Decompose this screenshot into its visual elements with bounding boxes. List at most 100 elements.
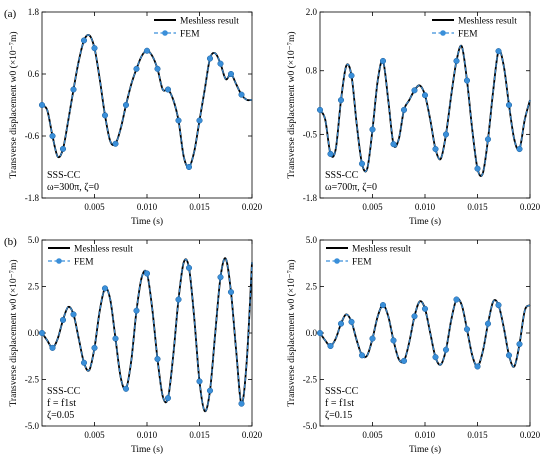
fem-marker [227, 289, 235, 296]
fem-marker [358, 160, 366, 167]
legend-label: Meshless result [352, 245, 411, 255]
x-tick-label: 0.005 [362, 430, 383, 440]
annotation-text: SSS-CC [325, 386, 359, 397]
fem-marker [133, 65, 140, 72]
fem-marker [164, 395, 172, 402]
fem-marker [474, 165, 481, 172]
y-tick-label: 2.5 [28, 282, 40, 292]
x-axis-title: Time (s) [409, 216, 441, 227]
legend-label: FEM [458, 30, 478, 40]
y-tick-label: -2.5 [303, 375, 318, 385]
fem-marker [217, 274, 224, 281]
fem-marker [70, 86, 77, 93]
y-tick-label: 0.8 [306, 66, 318, 76]
fem-marker [112, 335, 119, 342]
y-axis-title: Transverse displacement w0 (×10⁻⁷m) [286, 31, 297, 178]
legend-marker-fem [440, 30, 446, 36]
annotation-text: ω=300π, ζ=0 [47, 182, 99, 193]
fem-marker [38, 329, 46, 337]
fem-marker [495, 48, 502, 55]
fem-marker [432, 146, 439, 153]
fem-marker [432, 354, 439, 361]
annotation-text: SSS-CC [47, 386, 81, 397]
fem-marker [463, 77, 471, 84]
series-line-fem [319, 45, 531, 177]
fem-marker [91, 344, 98, 351]
fem-marker [164, 86, 172, 93]
annotation-text: SSS-CC [47, 170, 81, 181]
fem-marker [348, 318, 355, 325]
panel-tag: (a) [4, 8, 17, 20]
x-tick-label: 0.015 [467, 430, 488, 440]
y-axis-title: Transverse displacement w0 (×10⁻⁷m) [8, 31, 19, 178]
fem-marker [411, 87, 418, 94]
fem-marker [379, 57, 387, 64]
fem-marker [196, 117, 203, 124]
fem-marker [358, 352, 366, 359]
y-tick-label: 0.0 [306, 328, 318, 338]
fem-marker [59, 145, 67, 152]
fem-marker [316, 329, 324, 337]
x-tick-label: 0.015 [189, 202, 210, 212]
series-line-meshless [41, 34, 253, 169]
x-tick-label: 0.015 [467, 202, 488, 212]
fem-marker [38, 101, 46, 109]
panel-tag: (b) [4, 236, 17, 248]
fem-marker [133, 307, 140, 314]
fem-marker [101, 112, 109, 119]
x-tick-label: 0.010 [415, 430, 436, 440]
x-tick-label: 0.005 [84, 430, 105, 440]
fem-marker [122, 385, 130, 392]
fem-marker [327, 342, 334, 350]
y-tick-label: -1.8 [25, 193, 40, 203]
fem-marker [442, 346, 450, 353]
fem-marker [217, 60, 224, 67]
legend-label: Meshless result [458, 17, 517, 27]
legend-marker-fem [334, 258, 340, 264]
fem-marker [463, 326, 471, 333]
fem-marker [390, 141, 397, 148]
x-axis-title: Time (s) [131, 444, 163, 455]
y-tick-label: 2.5 [306, 282, 318, 292]
fem-marker [474, 363, 481, 370]
fem-marker [91, 45, 98, 52]
annotation-text: ζ=0.05 [47, 410, 74, 421]
fem-marker [484, 320, 492, 327]
x-tick-label: 0.020 [520, 430, 541, 440]
legend-label: FEM [74, 258, 94, 268]
series-line-meshless [319, 44, 531, 177]
fem-marker [185, 163, 193, 171]
x-tick-label: 0.010 [137, 202, 158, 212]
y-tick-label: 0.0 [28, 328, 40, 338]
fem-marker [495, 302, 502, 309]
fem-marker [411, 313, 418, 320]
chart-panel-0: 0.005 0.010 0.015 0.020 -1.8 -0.6 0.6 1.8 Time (… [4, 7, 263, 227]
legend-label: FEM [180, 30, 200, 40]
x-tick-label: 0.010 [137, 430, 158, 440]
fem-marker [175, 296, 182, 303]
fem-marker [143, 270, 151, 277]
series-line-fem [41, 34, 253, 168]
fem-marker [59, 316, 67, 324]
y-tick-label: 0.6 [28, 69, 40, 79]
y-tick-label: -5.0 [25, 421, 40, 431]
fem-marker [390, 337, 397, 344]
fem-marker [400, 357, 408, 364]
x-tick-label: 0.020 [242, 430, 263, 440]
fem-marker [348, 72, 355, 79]
legend-label: Meshless result [180, 17, 239, 27]
annotation-text: f = f1st [47, 398, 76, 409]
fem-marker [453, 57, 460, 64]
x-tick-label: 0.020 [242, 202, 263, 212]
x-axis-title: Time (s) [409, 444, 441, 455]
fem-marker [206, 387, 214, 394]
fem-marker [49, 132, 56, 140]
fem-marker [238, 400, 245, 407]
fem-marker [227, 70, 235, 78]
legend-marker-fem [162, 30, 168, 36]
fem-marker [80, 359, 88, 366]
y-axis-title: Transverse displacement w0 (×10⁻⁷m) [8, 259, 19, 406]
x-tick-label: 0.020 [520, 202, 541, 212]
y-tick-label: -0.5 [303, 129, 318, 139]
